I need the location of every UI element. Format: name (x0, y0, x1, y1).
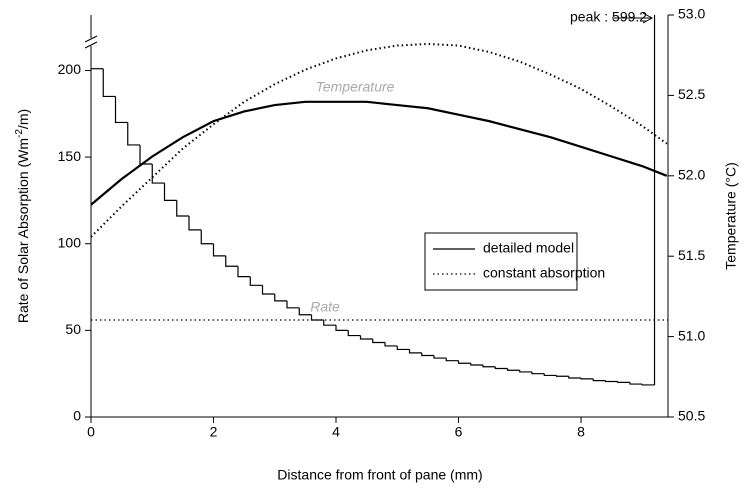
rate-step (286, 300, 300, 309)
rate-step (139, 144, 153, 165)
rate-step (298, 307, 312, 316)
x-tick-label: 0 (87, 424, 95, 440)
rate-step (604, 380, 618, 383)
rate-step (274, 293, 288, 302)
rate-step (543, 373, 557, 377)
y-tick-label: 150 (58, 148, 82, 164)
rate-step (151, 164, 165, 184)
y2-tick-label: 51.0 (678, 327, 705, 343)
legend-label: constant absorption (483, 265, 605, 281)
rate-step (163, 183, 177, 202)
rate-step (568, 376, 582, 379)
x-tick-label: 4 (332, 424, 340, 440)
rate-step (482, 365, 496, 368)
rate-step (494, 366, 508, 370)
y-tick-label: 100 (58, 234, 82, 250)
legend-label: detailed model (483, 240, 574, 256)
peak-arrow (612, 12, 654, 24)
x-tick-label: 2 (210, 424, 218, 440)
rate-step (506, 368, 520, 371)
rate-step (176, 200, 190, 217)
axis-break (84, 41, 98, 49)
rate-label: Rate (310, 299, 340, 315)
rate-step (310, 314, 324, 321)
axis-break-gap (86, 38, 96, 46)
rate-step (372, 339, 386, 344)
rate-step (212, 243, 226, 257)
legend-box (424, 232, 578, 291)
rate-step (102, 68, 116, 98)
rate-step (249, 276, 263, 286)
rate-step (641, 384, 655, 386)
peak-annotation: peak : 599.2 (570, 9, 647, 25)
y-tick-label: 200 (58, 61, 82, 77)
y2-tick-label: 50.5 (678, 408, 705, 424)
rate-step (470, 363, 484, 366)
y2-tick-label: 52.5 (678, 86, 705, 102)
rate-step (200, 229, 214, 245)
rate-step (114, 96, 128, 124)
rate-step (335, 325, 349, 331)
y2-tick-label: 51.5 (678, 247, 705, 263)
y-axis-title-sup: -2 (14, 129, 25, 138)
rate-step (592, 378, 606, 382)
rate-step (519, 370, 533, 373)
rate-step (555, 375, 569, 377)
plot-area (91, 15, 668, 386)
y2-tick-label: 53.0 (678, 6, 705, 22)
x-tick-label: 8 (577, 424, 585, 440)
rate-step (531, 371, 545, 375)
y2-axis-title: Temperature (°C) (723, 162, 739, 270)
x-axis-title: Distance from front of pane (mm) (277, 467, 482, 483)
rate-step (457, 360, 471, 364)
rate-step (653, 15, 656, 385)
rate-step (359, 335, 373, 340)
rate-step (408, 349, 422, 354)
rate-step (237, 266, 251, 278)
rate-step (225, 255, 239, 267)
y-axis-title: Rate of Solar Absorption (Wm-2/m) (14, 109, 31, 323)
rate-step (261, 285, 275, 295)
rate-step (445, 358, 459, 362)
rate-step (384, 342, 398, 347)
rate-step (580, 378, 594, 380)
y-axis-title-end: /m) (15, 109, 31, 129)
temperature-line (91, 100, 668, 206)
rate-step (347, 330, 361, 337)
rate-step (617, 381, 631, 383)
x-tick-label: 6 (455, 424, 463, 440)
y2-tick-label: 52.0 (678, 167, 705, 183)
y-axis-title-text: Rate of Solar Absorption (Wm (15, 138, 31, 323)
rate-step (433, 355, 447, 359)
rate-step (188, 216, 202, 231)
rate-step (323, 319, 337, 326)
rate-step (629, 382, 643, 385)
rate-step (421, 352, 435, 357)
rate-step (396, 345, 410, 351)
axis-break (84, 35, 98, 43)
temperature-label: Temperature (316, 79, 395, 95)
rate-step (127, 122, 141, 146)
y-tick-label: 0 (73, 408, 81, 424)
y-tick-label: 50 (65, 321, 81, 337)
